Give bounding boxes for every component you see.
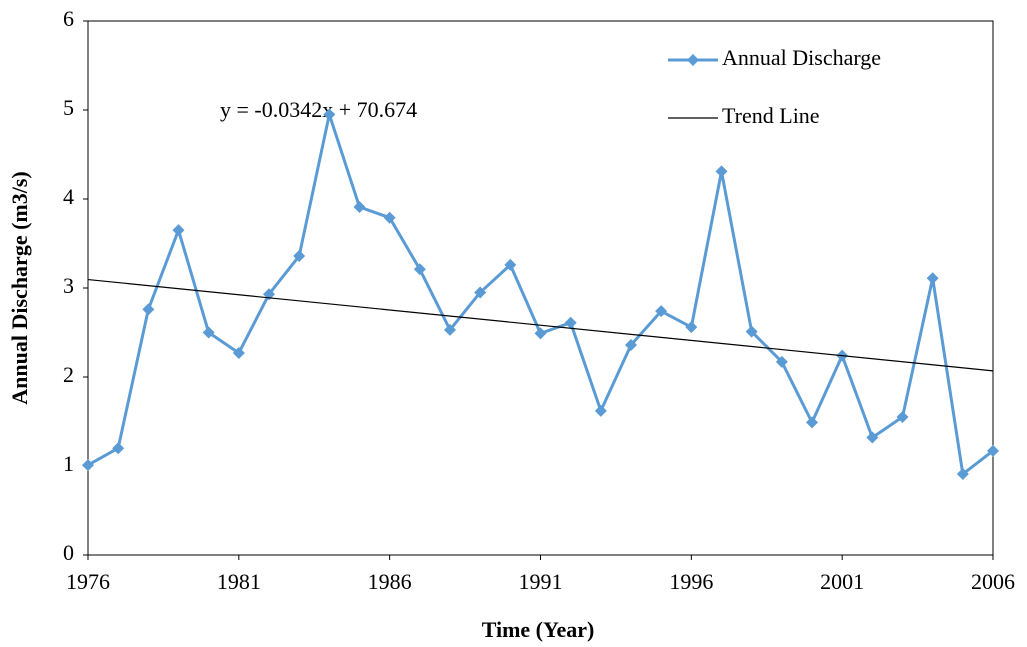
data-point	[474, 286, 487, 299]
y-tick-label: 4	[63, 184, 74, 209]
data-point	[594, 404, 607, 417]
data-point	[987, 444, 999, 457]
y-axis-title: Annual Discharge (m3/s)	[7, 171, 32, 404]
series-line	[87, 112, 994, 476]
data-point	[534, 327, 547, 340]
data-point	[413, 263, 426, 276]
data-point	[806, 416, 818, 429]
data-point	[866, 431, 879, 444]
data-point	[232, 346, 245, 359]
legend-label: Annual Discharge	[722, 45, 881, 70]
trend-equation: y = -0.0342x + 70.674	[220, 97, 417, 122]
data-point	[685, 321, 698, 334]
data-point	[775, 355, 788, 368]
x-tick-label: 1991	[519, 569, 563, 594]
data-point	[293, 249, 306, 262]
data-point	[323, 108, 336, 121]
x-tick-label: 2006	[971, 569, 1015, 594]
data-point	[625, 338, 637, 351]
x-tick-label: 2001	[820, 569, 864, 594]
data-point	[202, 326, 215, 339]
legend-marker	[687, 54, 699, 66]
data-point	[504, 258, 517, 271]
legend-label: Trend Line	[722, 103, 820, 128]
data-point	[564, 316, 577, 329]
y-tick-label: 6	[63, 6, 74, 31]
x-axis-title: Time (Year)	[482, 617, 595, 642]
data-point	[956, 468, 969, 481]
data-point	[142, 303, 155, 316]
data-point	[926, 272, 939, 285]
data-point	[655, 305, 668, 318]
data-point	[112, 442, 125, 455]
data-point	[444, 323, 456, 336]
data-point	[383, 211, 396, 224]
series-line	[87, 278, 994, 372]
x-tick-label: 1981	[217, 569, 261, 594]
data-point	[172, 224, 185, 237]
x-tick-label: 1976	[66, 569, 110, 594]
data-point	[715, 165, 728, 178]
y-tick-label: 3	[63, 273, 74, 298]
data-point	[353, 201, 366, 214]
y-tick-label: 2	[63, 362, 74, 387]
y-tick-label: 0	[63, 540, 74, 565]
data-point	[745, 325, 758, 338]
x-tick-label: 1996	[669, 569, 713, 594]
y-tick-label: 5	[63, 95, 74, 120]
x-tick-label: 1986	[368, 569, 412, 594]
data-point	[82, 459, 94, 472]
data-point	[896, 411, 909, 424]
y-tick-label: 1	[63, 451, 74, 476]
